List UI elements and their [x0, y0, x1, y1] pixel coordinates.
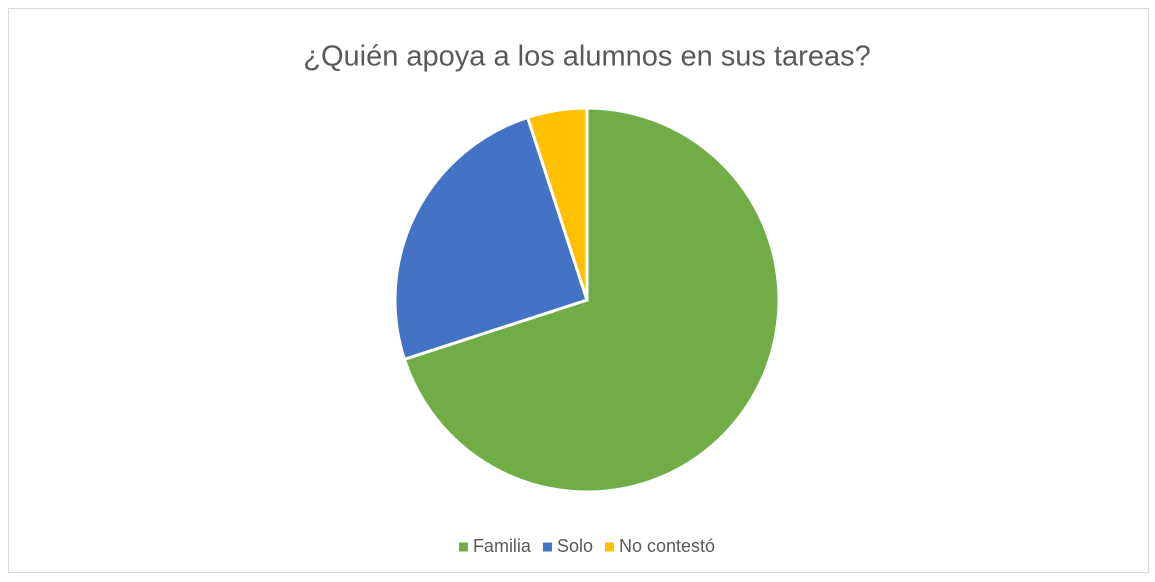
legend-swatch [458, 542, 468, 552]
legend-label: No contestó [619, 536, 715, 556]
pie-slice [525, 106, 589, 301]
pie-slice [393, 115, 589, 362]
legend-swatch [604, 542, 614, 552]
pie-slice [402, 106, 781, 494]
chart-title: ¿Quién apoya a los alumnos en sus tareas… [303, 41, 870, 73]
legend-label: Familia [473, 536, 532, 556]
legend-swatch [542, 542, 552, 552]
legend-label: Solo [557, 536, 593, 556]
